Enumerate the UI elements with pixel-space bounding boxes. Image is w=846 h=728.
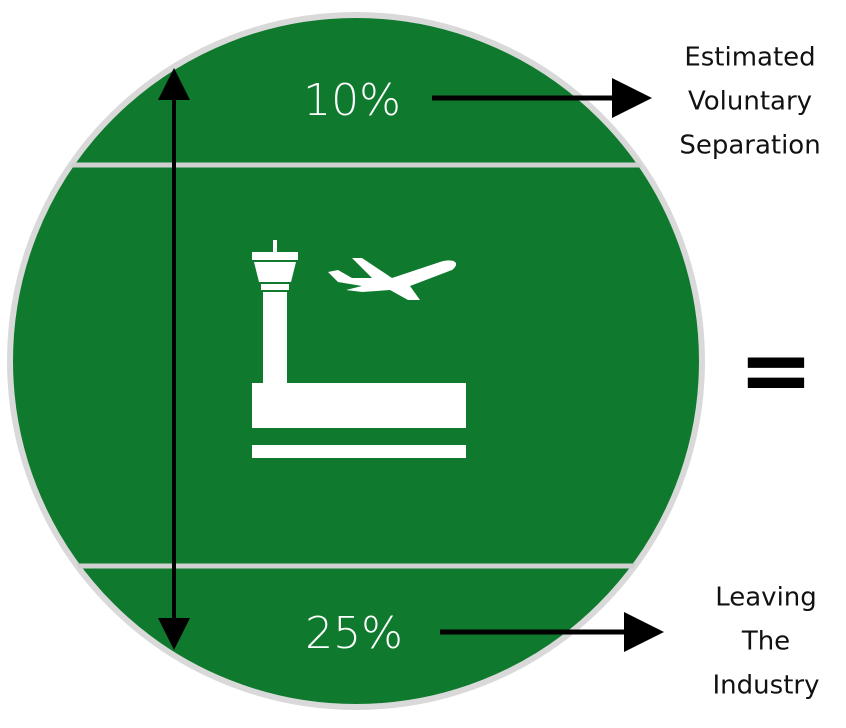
bottom-annotation: Industry [713, 671, 820, 701]
equals-sign: = [738, 318, 813, 423]
bottom-annotation: The [741, 627, 790, 657]
top-percent: 10% [303, 75, 401, 126]
airport-icon [252, 240, 466, 458]
top-annotation: Separation [679, 131, 820, 161]
top-annotation: Estimated [684, 43, 815, 73]
bottom-percent: 25% [305, 608, 403, 659]
top-annotation: Voluntary [688, 87, 812, 117]
bottom-annotation: Leaving [715, 583, 817, 613]
